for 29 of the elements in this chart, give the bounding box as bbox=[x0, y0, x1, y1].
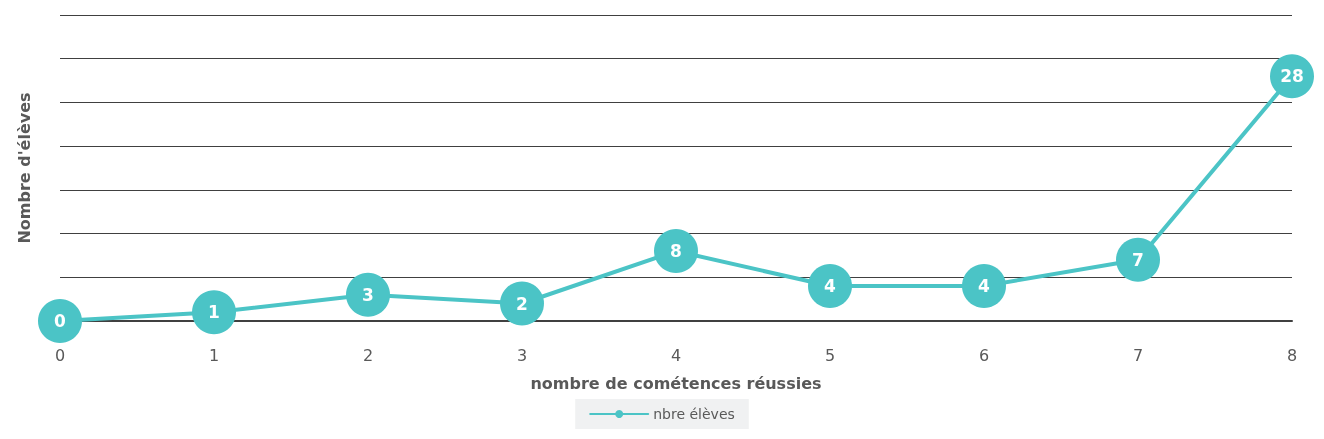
data-label: 8 bbox=[670, 241, 682, 262]
data-label: 28 bbox=[1280, 66, 1304, 87]
point bbox=[654, 229, 698, 274]
data-label: 4 bbox=[978, 276, 991, 297]
point bbox=[346, 272, 390, 317]
x-tick-label: 0 bbox=[54, 345, 66, 365]
legend-label: nbre élèves bbox=[653, 406, 735, 422]
data-label: 4 bbox=[824, 276, 837, 297]
point bbox=[192, 290, 236, 335]
x-tick-label: 1 bbox=[208, 345, 220, 365]
data-label: 7 bbox=[1132, 249, 1144, 270]
y-axis-title: Nombre d'élèves bbox=[14, 92, 34, 244]
point bbox=[500, 281, 544, 326]
x-tick-label: 7 bbox=[1132, 345, 1144, 365]
point bbox=[962, 264, 1006, 309]
point bbox=[38, 299, 82, 343]
data-label: 0 bbox=[54, 311, 67, 331]
point bbox=[808, 264, 852, 309]
x-tick-label: 3 bbox=[516, 345, 528, 365]
x-tick-label: 5 bbox=[824, 345, 836, 365]
x-tick-label: 2 bbox=[362, 345, 374, 365]
data-label: 3 bbox=[362, 284, 374, 305]
data-label: 1 bbox=[208, 302, 220, 323]
x-tick-label: 8 bbox=[1286, 345, 1298, 365]
point bbox=[1116, 237, 1160, 282]
x-tick-label: 4 bbox=[670, 345, 682, 365]
data-label: 2 bbox=[516, 293, 528, 314]
x-tick-label: 6 bbox=[978, 345, 990, 365]
x-axis-title: nombre de cométences réussies bbox=[530, 373, 822, 393]
